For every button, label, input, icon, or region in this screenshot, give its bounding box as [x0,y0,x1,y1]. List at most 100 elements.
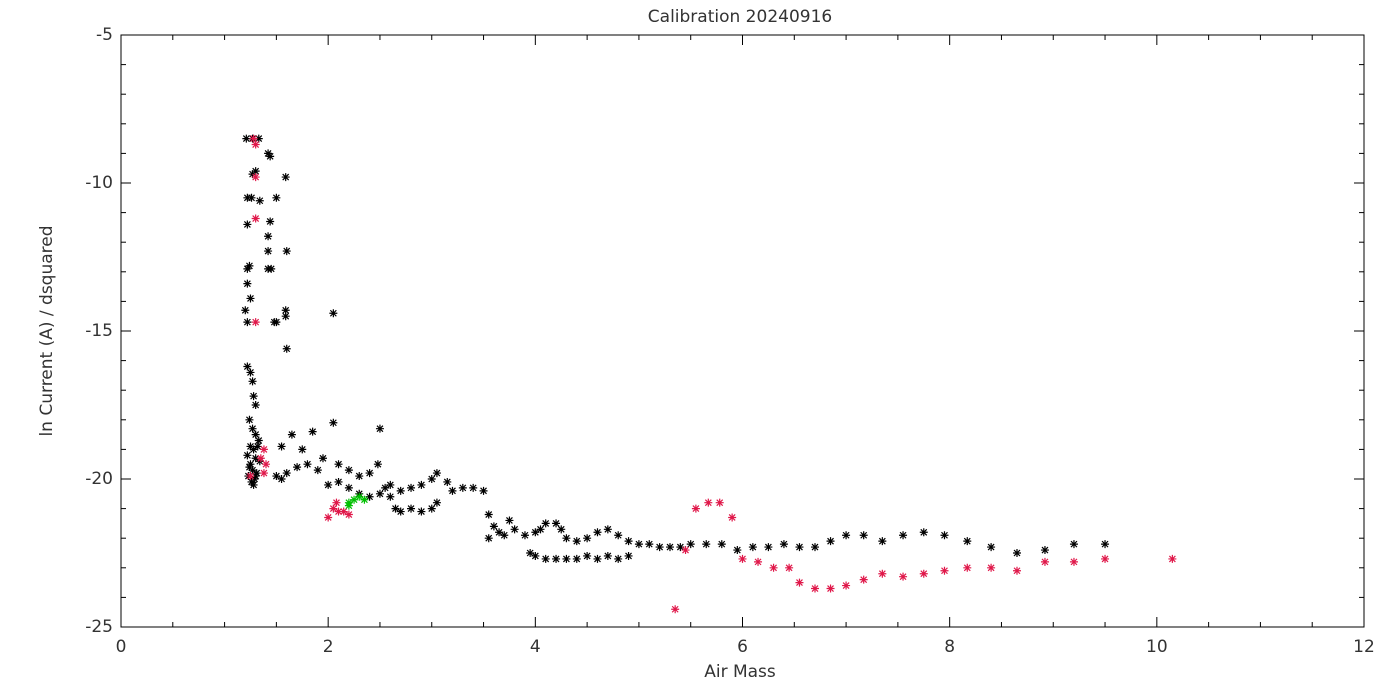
point [859,531,868,540]
point [562,554,571,563]
point [738,554,747,563]
point [334,460,343,469]
point [432,469,441,478]
point [826,584,835,593]
point [298,445,307,454]
point [1040,557,1049,566]
point [717,540,726,549]
point [940,566,949,575]
point [264,232,273,241]
point [350,495,359,504]
point [427,475,436,483]
point [878,569,887,578]
x-tick-label: 0 [116,637,127,657]
point [686,540,695,549]
point [243,451,252,460]
point [243,193,252,202]
point [676,543,685,552]
point [251,401,260,409]
point [386,480,395,489]
point [552,519,561,528]
point [324,480,333,489]
point [256,454,265,463]
point [1069,557,1078,566]
point [795,578,804,587]
point [484,510,493,519]
point [251,214,260,223]
point [344,466,353,475]
point [645,540,654,549]
point [427,504,436,513]
point [733,546,742,555]
point [277,475,286,483]
point [603,525,612,534]
point [318,454,327,463]
y-axis-label: ln Current (A) / dsquared [37,225,57,436]
point [811,584,820,593]
point [417,480,426,489]
point [386,492,395,501]
point [264,149,273,158]
point [277,442,286,451]
point [267,264,276,273]
point [246,472,255,481]
y-tick-label: -25 [85,617,113,637]
point [614,531,623,540]
point [248,377,257,386]
point [691,504,700,513]
point [251,430,260,439]
point [251,454,260,463]
point [282,469,291,478]
point [251,167,260,176]
point [281,312,290,321]
point [764,543,773,552]
point [842,581,851,590]
point [1013,566,1021,575]
point [458,483,467,492]
point [479,486,488,495]
point [281,173,290,182]
point [562,534,571,543]
x-tick-label: 2 [323,637,334,657]
point [254,134,263,143]
point [526,549,535,557]
point [287,430,296,439]
point [510,525,519,534]
point [940,531,949,540]
point [245,261,254,270]
point [308,427,317,436]
point [541,554,550,563]
point [324,513,333,522]
point [704,498,713,507]
point [252,469,261,478]
point [593,554,602,563]
point [251,472,260,481]
point [293,463,302,472]
point [634,540,643,549]
point [270,318,279,327]
point [246,368,255,377]
point [859,575,868,584]
point [243,264,252,273]
point [572,537,581,546]
point [334,507,343,516]
point [531,551,540,560]
point [963,563,972,572]
point [407,483,416,492]
y-tick-label: -10 [85,173,113,193]
point [531,528,540,537]
point [246,442,255,451]
y-tick-label: -5 [96,25,113,45]
point [624,551,633,560]
point [344,483,353,492]
point [443,477,452,486]
point [241,306,250,315]
point [253,442,262,451]
point [1168,554,1177,563]
point [248,424,257,433]
point [246,294,255,303]
point [344,510,353,519]
point [826,537,835,546]
point [365,469,374,478]
point [375,489,384,498]
